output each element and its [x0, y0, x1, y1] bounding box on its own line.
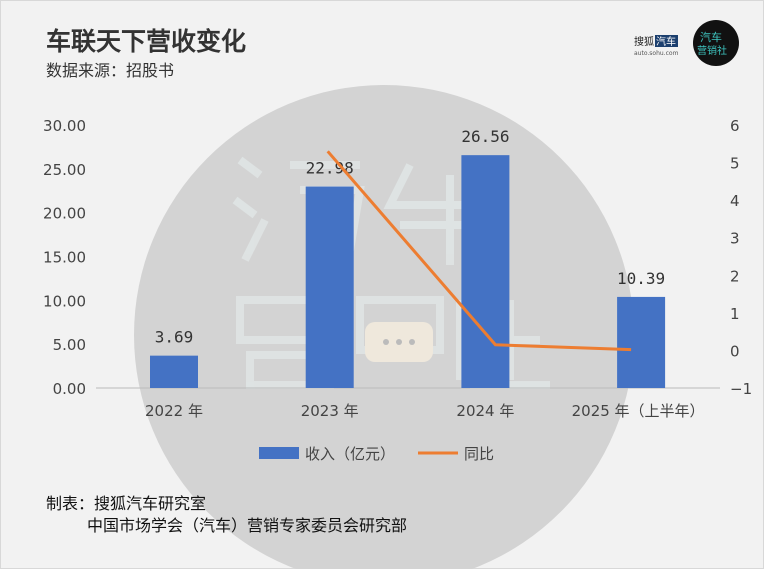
bar-data-label: 26.56 [461, 127, 509, 146]
right-tick-label: 1 [730, 305, 740, 323]
bar-data-label: 22.98 [306, 159, 354, 178]
bar-data-label: 3.69 [155, 328, 194, 347]
sohu-auto-logo: 搜狐 汽车 auto.sohu.com [634, 35, 679, 57]
legend-line-label: 同比 [464, 445, 494, 463]
x-tick-label: 2025 年（上半年） [572, 402, 705, 420]
left-tick-label: 5.00 [53, 336, 86, 354]
chart-subtitle: 数据来源：招股书 [46, 61, 174, 80]
bar [305, 186, 354, 388]
yoy-line [326, 150, 632, 352]
x-tick-label: 2023 年 [301, 402, 359, 420]
right-tick-label: 5 [730, 155, 740, 173]
legend-bar-swatch [259, 447, 299, 459]
watermark-bubble-icon [365, 322, 433, 362]
right-tick-label: 0 [730, 342, 740, 360]
left-tick-label: 10.00 [43, 292, 86, 310]
left-tick-label: 0.00 [53, 380, 86, 398]
footer-line-1: 制表：搜狐汽车研究室 [46, 494, 206, 513]
left-tick-label: 20.00 [43, 205, 86, 223]
svg-text:汽车: 汽车 [700, 30, 722, 44]
bar [150, 355, 198, 388]
legend: 收入（亿元） 同比 [259, 445, 494, 463]
right-tick-label: 2 [730, 267, 740, 285]
x-tick-label: 2024 年 [456, 402, 514, 420]
left-tick-label: 15.00 [43, 249, 86, 267]
right-tick-label: 4 [730, 192, 740, 210]
left-tick-label: 30.00 [43, 117, 86, 135]
left-tick-label: 25.00 [43, 161, 86, 179]
chart-title: 车联天下营收变化 [46, 27, 246, 56]
bar [617, 296, 666, 388]
svg-text:汽车: 汽车 [656, 35, 676, 48]
right-tick-label: 6 [730, 117, 740, 135]
badge-logo: 汽车 营销社 [693, 20, 739, 66]
svg-text:营销社: 营销社 [697, 44, 727, 57]
right-tick-label: 3 [730, 230, 740, 248]
logo-url: auto.sohu.com [634, 50, 679, 57]
x-tick-label: 2022 年 [145, 402, 203, 420]
right-tick-label: −1 [730, 380, 752, 398]
bar [461, 155, 510, 388]
footer-line-2: 中国市场学会（汽车）营销专家委员会研究部 [87, 516, 407, 535]
svg-text:搜狐: 搜狐 [634, 35, 654, 48]
legend-bar-label: 收入（亿元） [305, 445, 395, 463]
bar-data-label: 10.39 [617, 269, 665, 288]
